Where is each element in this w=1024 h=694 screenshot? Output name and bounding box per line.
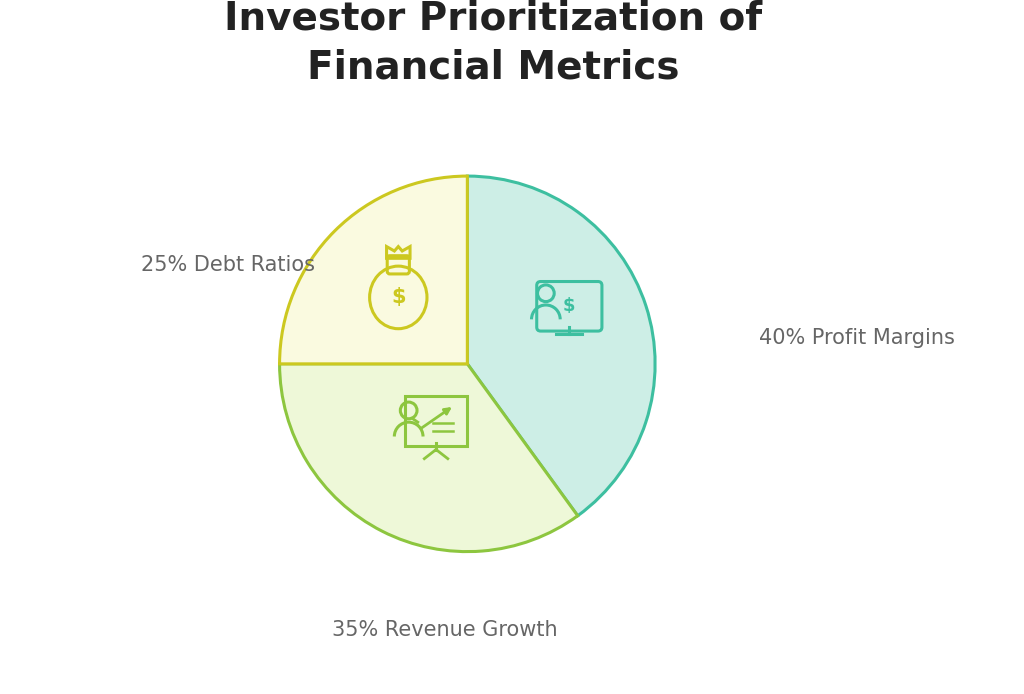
Wedge shape: [280, 176, 467, 364]
Text: 25% Debt Ratios: 25% Debt Ratios: [141, 255, 315, 275]
Wedge shape: [280, 364, 578, 552]
Title: Investor Prioritization of
Financial Metrics: Investor Prioritization of Financial Met…: [224, 0, 763, 86]
Wedge shape: [467, 176, 655, 516]
Text: $: $: [391, 287, 406, 307]
Text: $: $: [563, 297, 575, 315]
Text: 40% Profit Margins: 40% Profit Margins: [760, 328, 955, 348]
Text: 35% Revenue Growth: 35% Revenue Growth: [332, 620, 557, 640]
